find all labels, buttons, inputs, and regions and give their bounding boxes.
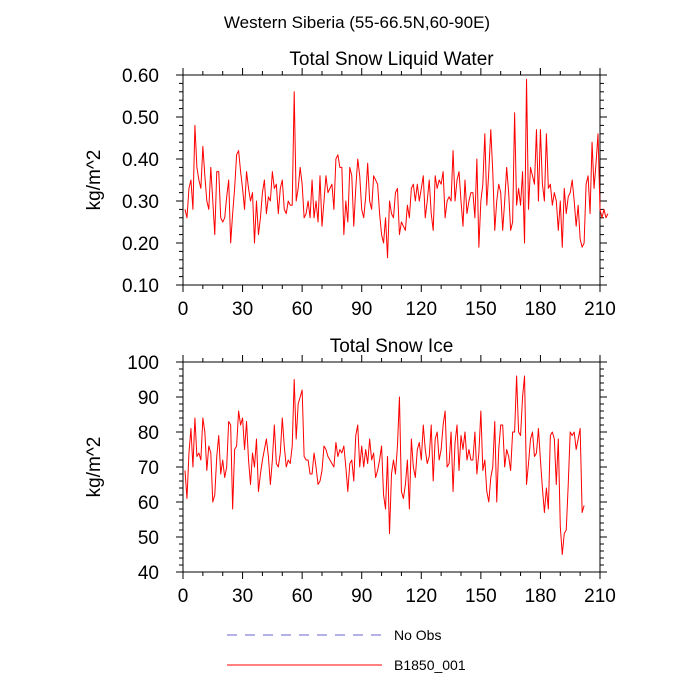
figure-suptitle: Western Siberia (55-66.5N,60-90E) bbox=[224, 13, 490, 32]
x-tick-label: 90 bbox=[351, 299, 372, 320]
x-tick-label: 180 bbox=[525, 299, 557, 320]
y-tick-label: 100 bbox=[127, 353, 159, 374]
x-tick-label: 150 bbox=[465, 586, 497, 607]
y-tick-label: 0.20 bbox=[122, 234, 159, 255]
y-tick-label: 0.30 bbox=[122, 192, 159, 213]
chart-title: Total Snow Liquid Water bbox=[289, 49, 494, 70]
y-tick-label: 40 bbox=[138, 563, 159, 584]
x-tick-label: 30 bbox=[232, 299, 253, 320]
plot-frame bbox=[182, 361, 601, 573]
y-tick-label: 90 bbox=[138, 388, 159, 409]
y-tick-label: 70 bbox=[138, 458, 159, 479]
y-tick-label: 60 bbox=[138, 493, 159, 514]
y-tick-label: 80 bbox=[138, 423, 159, 444]
legend-label-b1850-001: B1850_001 bbox=[394, 657, 466, 673]
series-line-b1850-001 bbox=[184, 375, 585, 555]
x-tick-label: 60 bbox=[292, 586, 313, 607]
series-line-b1850-001 bbox=[184, 78, 609, 259]
x-tick-label: 60 bbox=[292, 299, 313, 320]
x-tick-label: 120 bbox=[405, 586, 437, 607]
x-tick-label: 30 bbox=[232, 586, 253, 607]
plot-frame bbox=[182, 74, 601, 286]
x-tick-label: 210 bbox=[584, 299, 616, 320]
y-axis-label: kg/m^2 bbox=[84, 437, 105, 498]
panel-snow-ice: Total Snow Ice 0 30 60 90 120 150 180 210 40 50 60 7… bbox=[84, 336, 616, 607]
legend: No Obs B1850_001 bbox=[227, 627, 466, 673]
y-tick-label: 0.50 bbox=[122, 108, 159, 129]
y-tick-label: 0.60 bbox=[122, 66, 159, 87]
legend-label-no-obs: No Obs bbox=[394, 627, 441, 643]
y-axis-label: kg/m^2 bbox=[84, 150, 105, 211]
x-tick-label: 210 bbox=[584, 586, 616, 607]
panel-snow-liquid-water: Total Snow Liquid Water 0 30 60 90 120 150 180 2… bbox=[84, 49, 616, 320]
x-tick-label: 90 bbox=[351, 586, 372, 607]
y-tick-label: 50 bbox=[138, 528, 159, 549]
x-tick-label: 120 bbox=[405, 299, 437, 320]
y-tick-label: 0.10 bbox=[122, 276, 159, 297]
x-tick-label: 0 bbox=[178, 586, 189, 607]
chart-title: Total Snow Ice bbox=[330, 336, 454, 357]
y-tick-label: 0.40 bbox=[122, 150, 159, 171]
x-tick-label: 0 bbox=[178, 299, 189, 320]
x-tick-label: 150 bbox=[465, 299, 497, 320]
x-tick-label: 180 bbox=[525, 586, 557, 607]
